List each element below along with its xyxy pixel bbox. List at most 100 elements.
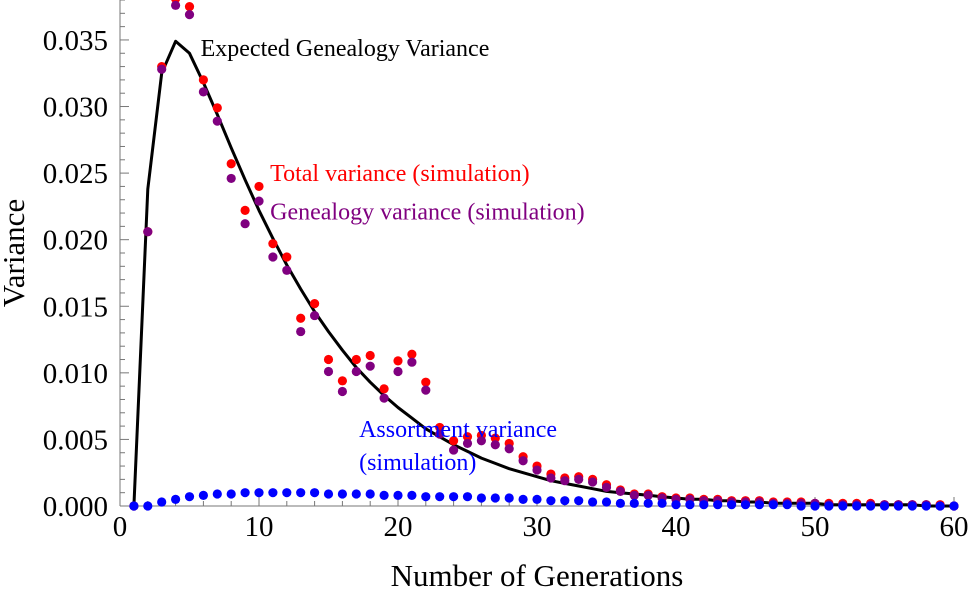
data-point <box>379 490 389 500</box>
x-tick-label: 0 <box>113 511 128 543</box>
data-point <box>449 445 459 455</box>
x-tick-label: 60 <box>940 511 969 543</box>
data-point <box>824 501 834 511</box>
data-point <box>574 474 584 484</box>
data-point <box>657 498 667 508</box>
data-point <box>198 87 208 97</box>
data-point <box>699 500 709 510</box>
data-point <box>310 310 320 321</box>
data-point <box>532 494 542 504</box>
data-point <box>727 500 737 510</box>
data-point <box>490 433 500 443</box>
x-tick-label: 20 <box>384 511 413 543</box>
data-point <box>296 313 306 323</box>
data-point <box>518 494 528 504</box>
data-point <box>143 227 153 237</box>
data-point <box>601 497 612 507</box>
data-point <box>810 501 820 511</box>
y-ticks: 0.000 0.005 0.010 0.015 0.020 0.025 0.030 0.035 <box>43 0 129 523</box>
data-point <box>921 501 931 511</box>
data-point <box>337 386 347 397</box>
data-point <box>852 501 862 511</box>
data-point <box>365 361 375 371</box>
y-tick-label: 0.005 <box>43 424 108 456</box>
data-point <box>462 438 473 449</box>
data-point <box>407 490 417 500</box>
data-point <box>157 64 167 74</box>
data-point <box>198 75 208 85</box>
y-axis-title: Variance <box>0 199 31 307</box>
data-point <box>560 476 570 486</box>
data-point <box>671 500 681 510</box>
data-point <box>129 501 139 511</box>
data-point <box>282 488 292 498</box>
data-point <box>184 2 195 12</box>
annotation-label: Total variance (simulation) <box>270 161 530 187</box>
data-point <box>379 384 389 394</box>
data-point <box>462 492 473 502</box>
data-point <box>838 501 848 511</box>
data-point <box>240 219 250 229</box>
data-point <box>407 349 417 359</box>
data-point <box>629 490 639 500</box>
annotation-label: Expected Genealogy Variance <box>201 36 490 62</box>
data-point <box>449 436 459 446</box>
data-point <box>254 196 264 206</box>
data-point <box>212 103 222 113</box>
data-point <box>226 173 236 184</box>
annotation-label: Genealogy variance (simulation) <box>270 200 585 226</box>
data-point <box>546 496 556 506</box>
data-point <box>879 501 890 511</box>
data-point <box>588 497 598 507</box>
data-point <box>421 377 431 387</box>
data-point <box>907 501 917 511</box>
data-point <box>393 366 403 377</box>
annotation-label: Assortment variance <box>359 417 557 443</box>
data-point <box>171 0 181 10</box>
data-point <box>254 181 264 192</box>
data-point <box>768 500 778 510</box>
data-point <box>421 385 431 395</box>
data-point <box>476 436 486 446</box>
annotation-label: (simulation) <box>359 450 476 476</box>
data-point <box>226 159 236 169</box>
y-tick-label: 0.030 <box>43 92 108 124</box>
data-point <box>935 501 945 511</box>
data-point <box>615 498 626 508</box>
data-point <box>240 205 250 215</box>
y-tick-label: 0.035 <box>43 25 108 57</box>
data-point <box>351 366 361 377</box>
data-point <box>476 493 486 503</box>
y-tick-label: 0.015 <box>43 291 108 323</box>
data-point <box>449 492 459 502</box>
data-point <box>296 326 306 337</box>
data-point <box>588 477 598 487</box>
data-point <box>754 500 765 510</box>
data-point <box>949 501 959 511</box>
data-point <box>643 498 653 508</box>
y-tick-label: 0.025 <box>43 158 108 190</box>
data-point <box>435 492 445 502</box>
data-point <box>268 239 278 249</box>
data-point <box>337 489 347 499</box>
data-point <box>351 489 361 499</box>
data-point <box>893 501 904 511</box>
data-point <box>393 356 403 366</box>
x-axis-title: Number of Generations <box>391 558 684 593</box>
data-point <box>365 350 375 361</box>
y-tick-label: 0.020 <box>43 225 108 257</box>
data-point <box>532 465 542 475</box>
data-point <box>560 496 570 506</box>
data-point <box>323 489 334 499</box>
data-point <box>713 500 723 510</box>
x-tick-label: 10 <box>245 511 274 543</box>
data-point <box>615 486 626 496</box>
data-point <box>504 493 514 503</box>
data-point <box>546 473 556 483</box>
data-point <box>629 498 639 508</box>
data-point <box>310 299 320 309</box>
assortment-variance-points <box>129 488 959 511</box>
data-point <box>323 354 334 365</box>
data-point <box>212 489 222 499</box>
y-tick-label: 0.010 <box>43 358 108 390</box>
